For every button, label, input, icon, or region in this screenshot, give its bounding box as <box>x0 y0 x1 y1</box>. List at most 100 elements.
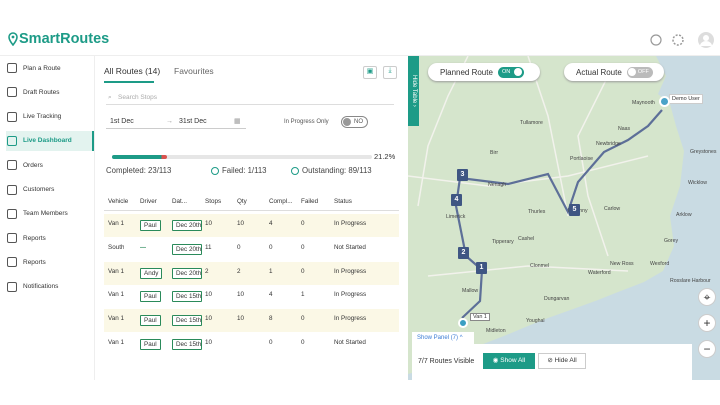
tab-underline <box>104 81 154 83</box>
place-label: Naas <box>618 126 631 132</box>
sidebar-item[interactable]: Plan a Route <box>6 58 94 78</box>
date-to: 31st Dec <box>179 118 207 125</box>
progress-track <box>112 155 372 159</box>
stop-marker[interactable]: 2 <box>458 247 469 259</box>
route-panel: ▣ ⤓ ⌕ Search Stops 1st Dec → 31st Dec ▦ I… <box>96 56 408 380</box>
stop-marker[interactable]: 4 <box>451 194 462 206</box>
table-cell: 10 <box>205 339 213 346</box>
table-cell: 8 <box>269 315 273 323</box>
map[interactable]: Maynooth Naas Newbridge Greystones Wicklow Ar… <box>408 56 720 380</box>
date-range[interactable]: 1st Dec → 31st Dec ▦ <box>106 115 246 129</box>
zoom-in[interactable]: + <box>698 314 716 332</box>
sidebar-icon <box>7 135 17 146</box>
table-row[interactable] <box>104 214 399 237</box>
sidebar-icon <box>7 208 17 219</box>
date-from: 1st Dec <box>110 118 134 125</box>
table-row[interactable] <box>104 261 399 285</box>
place-label: Birr <box>490 150 499 156</box>
column-header: Failed <box>301 198 319 205</box>
table-cell: 10 <box>237 220 245 227</box>
table-cell: 10 <box>205 315 213 323</box>
stop-marker[interactable]: 5 <box>569 204 580 216</box>
place-label: Clonmel <box>530 263 550 269</box>
sidebar: Plan a Route Draft Routes Live Tracking Liv… <box>0 56 95 380</box>
hide-all-label: Hide All <box>554 357 577 364</box>
toggle-switch: ON <box>497 66 524 78</box>
place-label: Youghal <box>526 318 545 324</box>
toggle-label: Actual Route <box>576 67 622 77</box>
place-label: Thurles <box>528 209 546 215</box>
table-cell: 2 <box>205 267 209 275</box>
place-label: Waterford <box>588 270 611 276</box>
print-button[interactable]: ▣ <box>363 66 377 79</box>
hide-all-button[interactable]: ⊘ Hide All <box>538 353 586 369</box>
place-label: Arklow <box>676 212 692 218</box>
header-icons[interactable] <box>648 32 718 48</box>
table-cell: 1 <box>301 291 305 299</box>
table-cell: 0 <box>301 243 305 251</box>
table-cell: Van 1 <box>108 339 124 346</box>
column-header: Stops <box>205 198 222 205</box>
locate-button[interactable]: ⌖ <box>698 288 716 306</box>
table-cell: Dec 20th <box>172 243 202 255</box>
tab[interactable]: All Routes (14) <box>104 66 161 76</box>
table-cell: Van 1 <box>108 291 124 299</box>
sidebar-label: Reports <box>23 258 46 266</box>
table-row[interactable] <box>104 237 399 261</box>
sidebar-item[interactable]: Live Dashboard <box>6 130 94 151</box>
place-label: Midleton <box>486 328 506 334</box>
toggle-switch: OFF <box>626 66 653 78</box>
route-toggle[interactable]: Actual Route OFF <box>564 63 664 81</box>
show-all-button[interactable]: ◉ Show All <box>483 353 535 369</box>
place-label: Newbridge <box>596 141 621 147</box>
stop-marker[interactable]: 3 <box>457 169 468 181</box>
user-badge: Demo User <box>669 94 703 104</box>
search-input[interactable]: ⌕ Search Stops <box>106 91 394 105</box>
table-header <box>104 193 399 211</box>
table-cell: Paul <box>140 291 161 303</box>
zoom-out[interactable]: − <box>698 340 716 358</box>
sidebar-item[interactable]: Reports <box>6 228 94 248</box>
table-row[interactable] <box>104 333 399 356</box>
table-row[interactable] <box>104 285 399 309</box>
column-header: Qty <box>237 198 247 205</box>
place-label: Wicklow <box>688 180 708 186</box>
sidebar-item[interactable]: Team Members <box>6 204 94 224</box>
table-cell: 2 <box>237 267 241 275</box>
table-cell: 4 <box>269 220 273 227</box>
show-panel-tab[interactable]: Show Panel (7) ^ <box>412 332 474 344</box>
filter-toggle[interactable]: NO <box>341 116 368 128</box>
progress-fill <box>112 155 168 159</box>
sidebar-item[interactable]: Draft Routes <box>6 82 94 102</box>
logo-icon <box>8 32 18 46</box>
table-cell: 0 <box>301 267 305 275</box>
sidebar-item[interactable]: Notifications <box>6 277 94 297</box>
table-cell: Van 1 <box>108 220 124 227</box>
routes-bar: 7/7 Routes Visible ◉ Show All ⊘ Hide All <box>412 344 692 380</box>
download-button[interactable]: ⤓ <box>383 66 397 79</box>
tab[interactable]: Favourites <box>174 66 214 76</box>
route-toggle[interactable]: Planned Route ON <box>428 63 540 81</box>
stat-text: Outstanding: 89/113 <box>302 166 372 175</box>
sidebar-item[interactable]: Live Tracking <box>6 107 94 127</box>
sidebar-icon <box>7 111 17 122</box>
sidebar-icon <box>7 257 17 268</box>
table-cell: Dec 15th <box>172 291 202 303</box>
user-name: Demo User <box>672 96 700 102</box>
stop-marker[interactable]: 1 <box>476 262 487 274</box>
logo: SmartRoutes <box>19 31 110 47</box>
place-label: Rosslare Harbour <box>670 278 711 284</box>
hide-table-tab[interactable]: Hide Table › <box>408 56 419 126</box>
table-row[interactable] <box>104 309 399 333</box>
stat: Completed: 23/113 <box>106 166 171 175</box>
sidebar-item[interactable]: Reports <box>6 252 94 272</box>
table-cell: 4 <box>269 291 273 299</box>
table-cell: 10 <box>237 291 245 299</box>
table-cell: 0 <box>237 243 241 251</box>
sidebar-item[interactable]: Customers <box>6 180 94 200</box>
table-cell: 0 <box>301 315 305 323</box>
sidebar-item[interactable]: Orders <box>6 155 94 175</box>
place-label: Mallow <box>462 288 479 294</box>
table-cell: Not Started <box>334 339 366 346</box>
table-cell: 0 <box>301 220 305 227</box>
